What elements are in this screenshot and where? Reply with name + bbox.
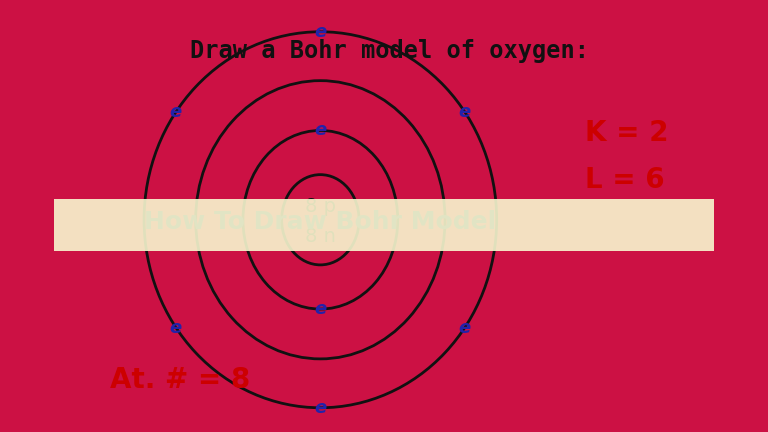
- Text: e: e: [170, 103, 182, 121]
- Text: e: e: [458, 103, 471, 121]
- Text: e: e: [314, 121, 326, 140]
- Text: 8 p: 8 p: [305, 197, 336, 216]
- Text: K = 2: K = 2: [585, 119, 669, 147]
- Text: Draw a Bohr model of oxygen:: Draw a Bohr model of oxygen:: [190, 39, 588, 63]
- Text: e: e: [314, 300, 326, 318]
- Text: e: e: [170, 318, 182, 337]
- Text: At. # = 8: At. # = 8: [110, 365, 250, 394]
- Text: e: e: [314, 399, 326, 417]
- Text: e: e: [458, 318, 471, 337]
- Text: L = 6: L = 6: [585, 166, 665, 194]
- Text: 8 n: 8 n: [305, 227, 336, 246]
- Text: How To Draw Bohr Model: How To Draw Bohr Model: [144, 210, 496, 234]
- Text: e: e: [314, 23, 326, 41]
